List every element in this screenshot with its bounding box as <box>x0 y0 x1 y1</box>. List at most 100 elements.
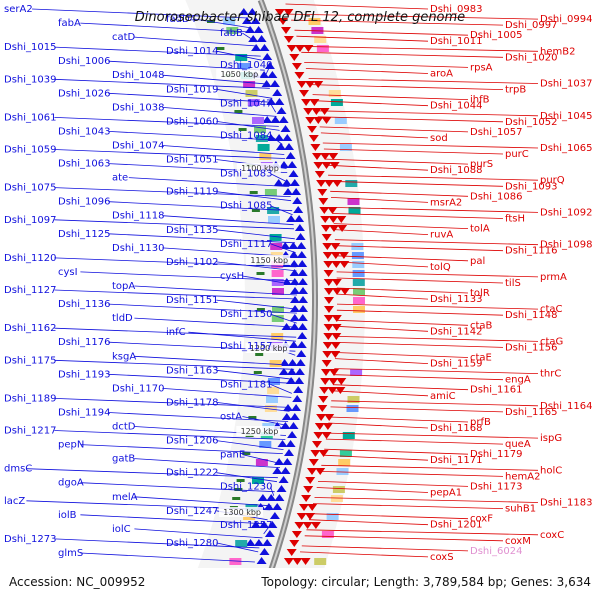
reverse-gene-arrow <box>291 63 302 70</box>
kbp-tick-label: 1250 kbp <box>241 427 279 436</box>
rna-mark <box>242 452 251 455</box>
gene-label: ostA <box>220 412 242 423</box>
gene-label: ctaC <box>540 304 563 315</box>
forward-gene-arrow <box>292 197 303 204</box>
label-leader-line <box>314 497 539 503</box>
kbp-tick-label: 1300 kbp <box>223 508 261 517</box>
gene-label: Dshi_1165 <box>505 407 557 418</box>
feature-block <box>264 405 277 412</box>
label-leader-line <box>54 46 261 57</box>
reverse-gene-arrow <box>303 108 314 115</box>
gene-label: fabB <box>220 28 243 39</box>
label-leader-line <box>325 438 504 445</box>
label-leader-line <box>332 384 469 391</box>
label-leader-line <box>134 317 297 328</box>
forward-gene-arrow <box>296 350 307 357</box>
forward-gene-arrow <box>280 467 291 474</box>
feature-block <box>326 513 339 520</box>
forward-gene-arrow <box>282 134 293 141</box>
feature-block <box>336 468 349 475</box>
reverse-gene-arrow <box>331 261 342 268</box>
kbp-tick-background <box>236 163 281 173</box>
feature-block <box>268 216 280 223</box>
reverse-gene-arrow <box>310 522 321 529</box>
label-leader-line <box>188 331 297 342</box>
rna-mark <box>251 209 260 212</box>
reverse-gene-arrow <box>283 36 294 43</box>
feature-block <box>271 279 284 286</box>
label-leader-line <box>54 187 291 197</box>
forward-gene-arrow <box>261 80 272 87</box>
reverse-gene-arrow <box>308 135 319 142</box>
feature-block <box>270 243 283 250</box>
gene-label: Dshi_1116 <box>505 246 557 257</box>
reverse-gene-arrow <box>310 450 321 457</box>
gene-label: Dshi_1230 <box>220 482 272 493</box>
gene-label: queA <box>505 439 531 450</box>
reverse-gene-arrow <box>336 216 347 223</box>
reverse-gene-arrow <box>323 315 334 322</box>
label-leader-line <box>216 191 292 202</box>
reverse-gene-arrow <box>332 288 342 295</box>
forward-gene-arrow <box>269 512 280 519</box>
label-leader-line <box>336 309 504 316</box>
gene-label: cysH <box>220 271 244 282</box>
forward-gene-arrow <box>281 413 292 420</box>
forward-gene-arrow <box>272 467 283 474</box>
feature-block <box>267 387 280 394</box>
gene-label: Dshi_1020 <box>505 52 557 63</box>
gene-label: glmS <box>58 548 83 559</box>
reverse-gene-arrow <box>313 432 324 439</box>
label-leader-line <box>323 148 504 155</box>
forward-gene-arrow <box>289 269 300 276</box>
reverse-gene-arrow <box>338 252 349 259</box>
label-leader-line <box>324 448 469 455</box>
gene-label: Dshi_1092 <box>540 207 592 218</box>
kbp-tick-background <box>245 343 290 353</box>
gene-label: thrC <box>540 369 561 380</box>
label-leader-line <box>289 13 539 20</box>
label-leader-line <box>162 107 277 117</box>
gene-label: Dshi_1074 <box>112 141 164 152</box>
forward-gene-arrow <box>288 341 299 348</box>
label-leader-line <box>301 51 504 58</box>
reverse-gene-arrow <box>312 441 322 448</box>
forward-gene-arrow <box>259 521 270 528</box>
feature-block <box>342 432 355 439</box>
gene-label: Dshi_1015 <box>4 42 56 53</box>
gene-label: catD <box>112 32 136 43</box>
feature-block <box>351 252 364 259</box>
reverse-gene-arrow <box>324 297 334 304</box>
reverse-gene-arrow <box>330 342 341 349</box>
feature-block <box>272 288 284 295</box>
gene-label: Dshi_1175 <box>4 355 56 366</box>
rna-mark <box>234 110 243 113</box>
label-leader-line <box>310 513 469 520</box>
reverse-gene-arrow <box>321 234 332 241</box>
gene-label: dgoA <box>58 478 84 489</box>
feature-block <box>316 45 329 52</box>
feature-block <box>352 279 365 286</box>
gene-label: gatB <box>112 454 135 465</box>
label-leader-line <box>216 121 280 131</box>
feature-block <box>352 270 365 277</box>
gene-label: Dshi_1133 <box>430 294 482 305</box>
forward-gene-arrow <box>293 206 304 213</box>
reverse-gene-arrow <box>305 477 316 484</box>
gene-label: Dshi_1178 <box>166 397 218 408</box>
forward-gene-arrow <box>285 152 296 159</box>
label-leader-line <box>162 215 294 226</box>
reverse-gene-arrow <box>318 396 329 403</box>
label-leader-line <box>242 32 257 43</box>
gene-label: Dshi_1194 <box>58 408 110 419</box>
label-leader-line <box>332 390 429 397</box>
label-leader-line <box>332 207 539 213</box>
reverse-gene-arrow <box>323 324 334 331</box>
gene-label: Dshi_1014 <box>166 46 218 57</box>
gene-label: Dshi_1222 <box>166 468 218 479</box>
gene-label: Dshi_1044 <box>430 101 482 112</box>
reverse-gene-arrow <box>328 216 339 223</box>
reverse-gene-arrow <box>299 504 309 511</box>
label-leader-line <box>317 481 469 487</box>
reverse-gene-arrow <box>289 540 300 547</box>
